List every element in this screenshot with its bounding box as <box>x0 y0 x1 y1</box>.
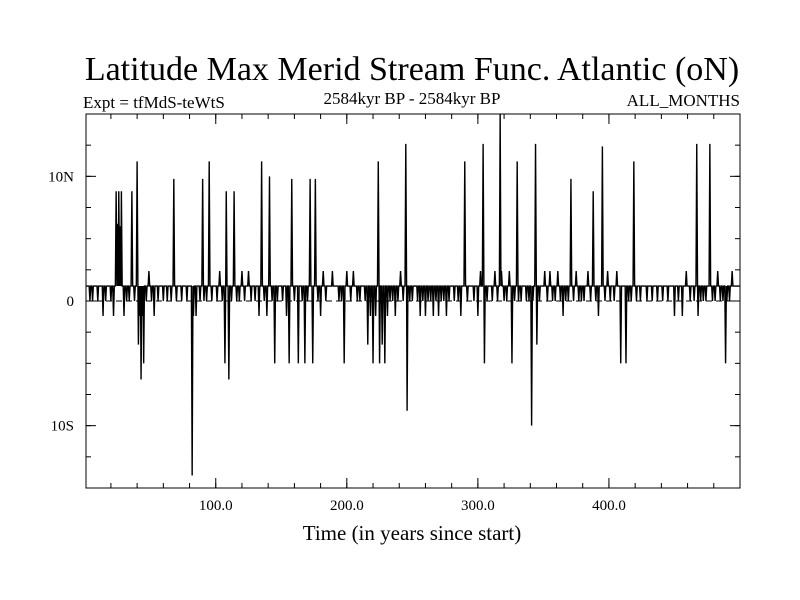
x-tick-label: 100.0 <box>199 498 233 514</box>
time-range-label: 2584kyr BP - 2584kyr BP <box>324 89 501 108</box>
y-tick-label: 0 <box>67 294 75 310</box>
axes: 100.0 200.0 300.0 400.0 10S 0 10N <box>48 113 741 514</box>
series-group <box>86 113 740 476</box>
x-tick-label: 300.0 <box>461 498 495 514</box>
y-tick-label: 10N <box>48 169 74 185</box>
x-tick-label: 200.0 <box>330 498 364 514</box>
x-axis-label: Time (in years since start) <box>303 521 522 545</box>
y-tick-label: 10S <box>51 419 74 435</box>
months-label: ALL_MONTHS <box>627 91 740 110</box>
x-tick-label: 400.0 <box>592 498 626 514</box>
experiment-label: Expt = tfMdS-teWtS <box>83 93 225 112</box>
series-line-latitude_max <box>86 113 740 476</box>
chart-title: Latitude Max Merid Stream Func. Atlantic… <box>85 51 739 88</box>
